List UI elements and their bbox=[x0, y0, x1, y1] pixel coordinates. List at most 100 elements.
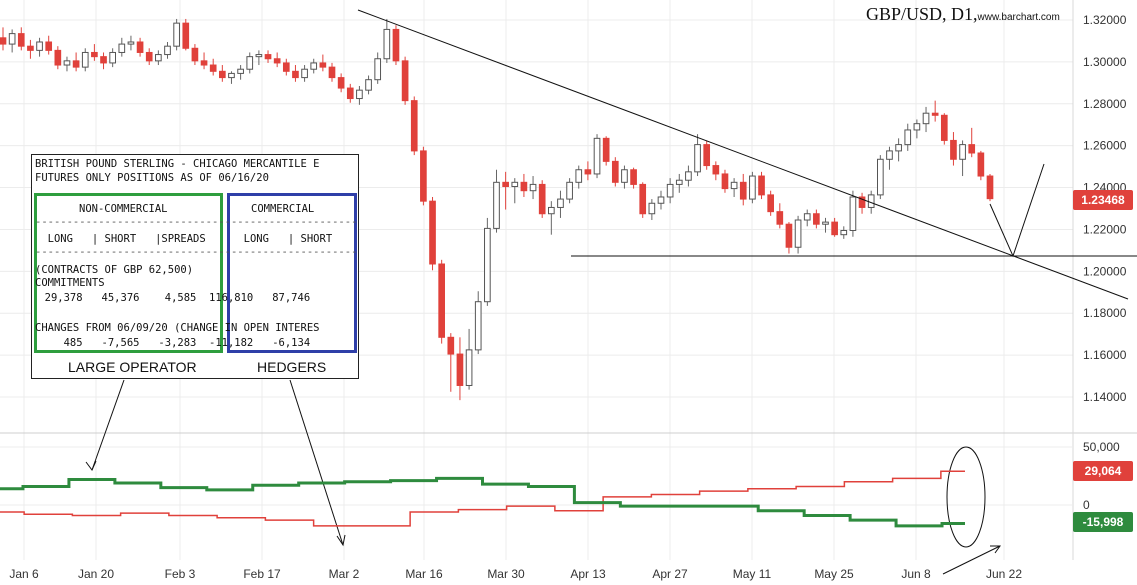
candle bbox=[749, 175, 756, 200]
candle bbox=[794, 219, 802, 248]
candle bbox=[145, 51, 153, 62]
cot-line1: BRITISH POUND STERLING - CHICAGO MERCANT… bbox=[35, 158, 320, 170]
candle bbox=[822, 221, 829, 225]
candle bbox=[447, 336, 455, 355]
highlight-ellipse bbox=[946, 446, 986, 548]
x-tick-label: Mar 2 bbox=[329, 567, 360, 581]
candle bbox=[840, 229, 848, 236]
candles bbox=[0, 18, 994, 401]
cot-sep-1: ----------------------------------------… bbox=[35, 216, 359, 228]
candle bbox=[529, 183, 537, 192]
pointer-arrowhead bbox=[336, 534, 346, 547]
x-tick-label: Apr 27 bbox=[652, 567, 688, 581]
candle bbox=[538, 183, 546, 215]
candle bbox=[639, 183, 647, 215]
cot-contracts: (CONTRACTS OF GBP 62,500) bbox=[35, 264, 194, 276]
candle bbox=[27, 45, 34, 51]
candle bbox=[191, 47, 199, 62]
cot-cols-right: LONG | SHORT bbox=[231, 233, 333, 245]
candle bbox=[593, 137, 601, 175]
candle bbox=[803, 213, 811, 221]
candle bbox=[474, 301, 482, 351]
candle bbox=[931, 112, 939, 116]
non-commercial-frame bbox=[34, 193, 223, 353]
candle bbox=[410, 100, 418, 152]
candle bbox=[721, 173, 729, 190]
candle bbox=[155, 54, 162, 62]
sub-arrowhead bbox=[990, 545, 1001, 554]
non-commercial-header: NON-COMMERCIAL bbox=[79, 203, 168, 215]
candle bbox=[502, 181, 509, 188]
candle bbox=[429, 200, 436, 265]
candle bbox=[383, 28, 391, 60]
candle bbox=[118, 43, 126, 53]
candle bbox=[484, 227, 491, 303]
source-label: www.barchart.com bbox=[977, 12, 1060, 23]
x-tick-label: Jan 20 bbox=[78, 567, 114, 581]
y-tick-label: 1.22000 bbox=[1083, 222, 1127, 236]
net-short-line bbox=[0, 476, 965, 528]
candle bbox=[648, 202, 656, 215]
pointer-arrowhead bbox=[85, 460, 97, 471]
x-tick-label: Feb 3 bbox=[165, 567, 196, 581]
candle bbox=[346, 87, 354, 100]
candle bbox=[109, 51, 116, 64]
chart-title: GBP/USD, D1,www.barchart.com bbox=[866, 4, 1060, 24]
net-short-badge: -15,998 bbox=[1073, 512, 1133, 532]
candle bbox=[136, 41, 144, 53]
x-tick-label: Mar 30 bbox=[487, 567, 525, 581]
candle bbox=[511, 181, 519, 188]
candle bbox=[611, 160, 619, 183]
x-tick-label: Mar 16 bbox=[405, 567, 443, 581]
cot-positions-panel bbox=[0, 470, 965, 528]
cot-cols-left: LONG | SHORT |SPREADS bbox=[35, 233, 206, 245]
y-tick-label: 50,000 bbox=[1083, 440, 1120, 454]
candle bbox=[365, 79, 372, 91]
candle bbox=[401, 60, 409, 102]
candle bbox=[100, 56, 107, 64]
candle bbox=[602, 137, 610, 162]
candle bbox=[831, 221, 838, 236]
candle bbox=[785, 223, 793, 248]
candle bbox=[273, 58, 281, 64]
candle bbox=[310, 62, 318, 70]
candle bbox=[548, 206, 555, 215]
candle bbox=[72, 60, 80, 68]
candle bbox=[301, 68, 308, 79]
cot-report-box: BRITISH POUND STERLING - CHICAGO MERCANT… bbox=[31, 154, 359, 379]
candle bbox=[557, 198, 564, 208]
candle bbox=[17, 33, 25, 47]
candle bbox=[328, 66, 336, 79]
candle bbox=[438, 263, 445, 338]
candle bbox=[356, 89, 363, 100]
candle bbox=[703, 144, 711, 167]
candle bbox=[666, 183, 674, 198]
candle bbox=[228, 72, 235, 79]
last-price-badge: 1.23468 bbox=[1073, 190, 1133, 210]
y-tick-label: 1.16000 bbox=[1083, 348, 1127, 362]
candle bbox=[858, 196, 866, 208]
candle bbox=[849, 196, 857, 231]
candle bbox=[986, 175, 994, 200]
candle bbox=[237, 68, 244, 74]
candle bbox=[246, 56, 254, 70]
axes: 1.320001.300001.280001.260001.240001.220… bbox=[9, 13, 1126, 581]
candle bbox=[292, 70, 299, 79]
y-tick-label: 1.20000 bbox=[1083, 264, 1127, 278]
candle bbox=[584, 169, 592, 175]
candle bbox=[164, 45, 171, 56]
trendlines bbox=[85, 9, 1137, 575]
candle bbox=[374, 58, 382, 81]
candle bbox=[685, 171, 692, 181]
candle bbox=[867, 194, 875, 208]
candle bbox=[91, 51, 98, 58]
candle bbox=[959, 144, 966, 160]
candle bbox=[219, 70, 226, 79]
candle bbox=[767, 194, 774, 213]
candle bbox=[493, 181, 500, 229]
candle bbox=[282, 62, 290, 72]
candle bbox=[813, 213, 820, 225]
candle bbox=[694, 144, 701, 173]
candle bbox=[63, 60, 71, 66]
large-operator-label: LARGE OPERATOR bbox=[68, 359, 197, 375]
